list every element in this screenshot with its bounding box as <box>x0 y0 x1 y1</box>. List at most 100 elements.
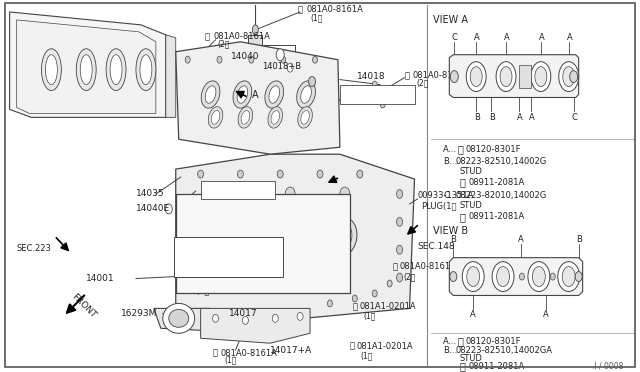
Text: PLUG(4）: PLUG(4） <box>176 262 209 271</box>
Text: (1）: (1） <box>225 356 237 365</box>
Polygon shape <box>10 12 166 118</box>
Ellipse shape <box>528 262 550 292</box>
Text: 16293M: 16293M <box>121 309 157 318</box>
Text: Ⓑ: Ⓑ <box>349 342 355 351</box>
Text: 14040E: 14040E <box>136 205 170 214</box>
Text: B: B <box>298 201 305 211</box>
Text: Ⓑ: Ⓑ <box>458 144 463 154</box>
Ellipse shape <box>271 110 280 124</box>
Text: Ⓑ: Ⓑ <box>298 6 303 15</box>
Ellipse shape <box>243 316 248 324</box>
Text: 08120-8301F: 08120-8301F <box>465 145 521 154</box>
Ellipse shape <box>467 267 479 286</box>
Ellipse shape <box>492 262 514 292</box>
Text: 081A1-0201A: 081A1-0201A <box>357 342 413 351</box>
Text: A: A <box>543 310 548 319</box>
Text: (1）: (1） <box>364 312 376 321</box>
Ellipse shape <box>298 107 312 128</box>
Ellipse shape <box>42 49 61 90</box>
Text: VIEW B: VIEW B <box>433 226 468 236</box>
Text: STUD: STUD <box>460 354 482 363</box>
Text: Ⓑ: Ⓑ <box>213 349 218 357</box>
Ellipse shape <box>397 217 403 226</box>
Ellipse shape <box>550 273 556 280</box>
FancyBboxPatch shape <box>173 237 283 276</box>
Ellipse shape <box>207 254 214 264</box>
Ellipse shape <box>535 67 547 87</box>
Text: SEC.223: SEC.223 <box>203 189 240 199</box>
Ellipse shape <box>211 224 227 250</box>
Ellipse shape <box>563 267 575 286</box>
Ellipse shape <box>372 81 377 88</box>
Text: 081A0-8161A: 081A0-8161A <box>413 71 469 80</box>
Text: A: A <box>567 33 572 42</box>
FancyBboxPatch shape <box>340 84 415 105</box>
Ellipse shape <box>205 218 232 256</box>
Ellipse shape <box>208 107 223 128</box>
Text: A: A <box>517 113 523 122</box>
Ellipse shape <box>301 110 309 124</box>
Ellipse shape <box>234 250 246 267</box>
Ellipse shape <box>531 62 551 92</box>
Text: B…: B… <box>444 157 458 166</box>
FancyBboxPatch shape <box>200 181 275 199</box>
Ellipse shape <box>252 25 259 35</box>
Ellipse shape <box>277 170 283 178</box>
Polygon shape <box>248 35 262 52</box>
Ellipse shape <box>205 86 216 103</box>
Ellipse shape <box>238 107 253 128</box>
Polygon shape <box>449 258 582 295</box>
Text: A: A <box>529 113 534 122</box>
Ellipse shape <box>308 77 316 87</box>
Text: 08223-82010,14002G: 08223-82010,14002G <box>455 192 547 201</box>
Text: SEC.148: SEC.148 <box>417 242 455 251</box>
Ellipse shape <box>106 49 126 90</box>
Text: Ⓑ: Ⓑ <box>352 302 357 311</box>
Text: 08223-82510,14002GA: 08223-82510,14002GA <box>455 346 552 355</box>
Text: 08120-8301F: 08120-8301F <box>465 337 521 346</box>
Text: A: A <box>252 90 259 99</box>
Text: (2）: (2） <box>417 78 429 87</box>
Text: 08911-2081A: 08911-2081A <box>468 177 525 186</box>
Ellipse shape <box>357 170 363 178</box>
Ellipse shape <box>301 86 312 103</box>
Polygon shape <box>17 20 156 113</box>
Text: PLUG(1）: PLUG(1） <box>422 201 457 211</box>
Ellipse shape <box>136 49 156 90</box>
Text: Ⓑ: Ⓑ <box>392 262 397 271</box>
Text: B: B <box>575 235 582 244</box>
Text: A: A <box>470 310 476 319</box>
Text: STUD: STUD <box>460 167 482 176</box>
Ellipse shape <box>336 224 352 250</box>
Text: A: A <box>518 235 524 244</box>
Ellipse shape <box>185 56 190 63</box>
Text: 14001: 14001 <box>86 274 115 283</box>
Text: 081A0-8161A: 081A0-8161A <box>214 32 271 41</box>
Polygon shape <box>176 42 340 154</box>
Text: PULG(2）: PULG(2） <box>176 286 210 295</box>
Text: 14018+B: 14018+B <box>262 62 301 71</box>
Text: 14035: 14035 <box>136 189 164 199</box>
Ellipse shape <box>163 304 195 333</box>
Ellipse shape <box>467 62 486 92</box>
Ellipse shape <box>211 110 220 124</box>
Ellipse shape <box>201 81 220 108</box>
Ellipse shape <box>559 62 579 92</box>
Text: 14017: 14017 <box>228 309 257 318</box>
Ellipse shape <box>241 110 250 124</box>
Ellipse shape <box>234 222 246 240</box>
Ellipse shape <box>397 245 403 254</box>
Ellipse shape <box>387 280 392 287</box>
Ellipse shape <box>397 273 403 282</box>
Ellipse shape <box>500 67 512 87</box>
Text: Ⓑ: Ⓑ <box>405 71 410 80</box>
Text: 14018: 14018 <box>357 72 385 81</box>
Ellipse shape <box>520 273 524 280</box>
Ellipse shape <box>268 107 282 128</box>
Text: 08911-2081A: 08911-2081A <box>468 212 525 221</box>
Ellipse shape <box>353 295 357 302</box>
Ellipse shape <box>317 170 323 178</box>
Ellipse shape <box>207 226 214 236</box>
Ellipse shape <box>575 272 582 282</box>
Ellipse shape <box>233 81 252 108</box>
